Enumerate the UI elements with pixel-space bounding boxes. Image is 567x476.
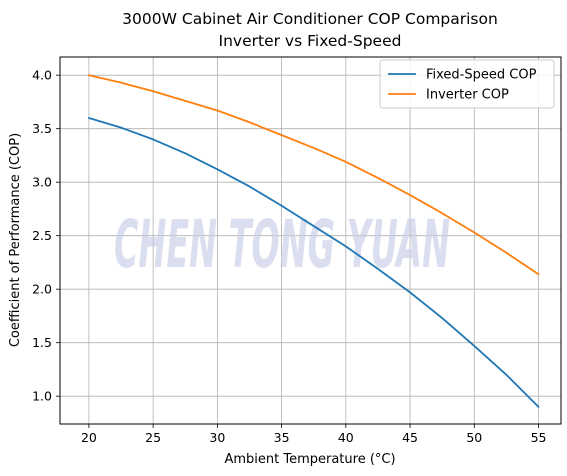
chart-title: 3000W Cabinet Air Conditioner COP Compar… — [122, 10, 498, 28]
y-axis-ticks: 1.0 1.5 2.0 2.5 3.0 3.5 4.0 — [32, 68, 60, 404]
series-line-fixed-speed — [88, 117, 540, 408]
grid — [60, 57, 561, 424]
y-axis-label: Coefficient of Performance (COP) — [8, 133, 23, 347]
x-tick-label: 50 — [466, 430, 482, 445]
x-tick-label: 30 — [209, 430, 225, 445]
series-lines — [88, 74, 540, 408]
y-tick-label: 1.0 — [32, 389, 52, 404]
legend-box — [379, 59, 555, 109]
y-tick-label: 3.5 — [32, 121, 52, 136]
chart-subtitle: Inverter vs Fixed-Speed — [219, 32, 402, 50]
series-line-inverter — [88, 74, 540, 276]
y-tick-label: 3.0 — [32, 175, 52, 190]
x-axis-label: Ambient Temperature (°C) — [224, 452, 395, 467]
plot-frame — [59, 56, 562, 425]
legend-label: Fixed-Speed COP — [426, 68, 537, 83]
y-tick-label: 4.0 — [32, 68, 52, 83]
legend-label: Inverter COP — [426, 88, 509, 103]
x-tick-label: 40 — [338, 430, 354, 445]
y-tick-label: 2.5 — [32, 228, 52, 243]
x-tick-label: 35 — [274, 430, 290, 445]
x-tick-label: 55 — [531, 430, 547, 445]
x-tick-label: 20 — [81, 430, 97, 445]
y-tick-label: 2.0 — [32, 282, 52, 297]
legend: Fixed-Speed COP Inverter COP — [379, 59, 555, 109]
x-axis-ticks: 20 25 30 35 40 45 50 55 — [81, 424, 547, 445]
watermark-text: CHEN TONG YUAN — [114, 206, 450, 283]
x-tick-label: 25 — [145, 430, 161, 445]
watermark: CHEN TONG YUAN — [114, 206, 450, 283]
x-tick-label: 45 — [402, 430, 418, 445]
y-tick-label: 1.5 — [32, 335, 52, 350]
legend-items: Fixed-Speed COP Inverter COP — [388, 68, 537, 103]
